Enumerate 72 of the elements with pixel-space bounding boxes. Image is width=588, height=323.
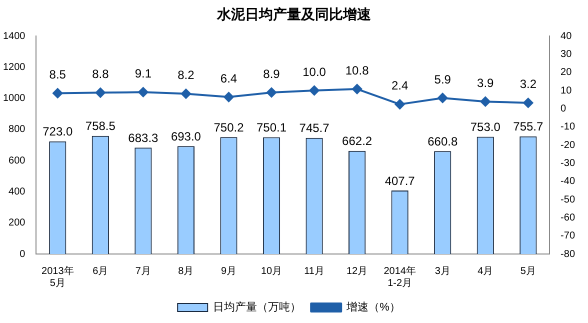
y2-tick-label: -30 [560, 158, 576, 169]
legend-label: 日均产量（万吨） [213, 300, 302, 314]
data-label: 3.2 [520, 77, 537, 92]
y-tick-label: 400 [8, 186, 26, 198]
chart-title: 水泥日均产量及同比增速 [216, 6, 372, 25]
point [523, 98, 534, 108]
data-label: 5.9 [434, 72, 452, 86]
x-tick-label: 2013年 5月 [42, 264, 74, 289]
x-tick-label: 8月 [178, 266, 194, 277]
data-label: 755.7 [513, 120, 544, 134]
x-tick-label: 9月 [220, 266, 237, 277]
data-label: 8.9 [263, 66, 280, 81]
point [224, 92, 234, 102]
data-label: 753.0 [470, 120, 501, 134]
point [266, 88, 277, 98]
data-label: 693.0 [170, 129, 202, 144]
point [480, 96, 490, 107]
y-tick-label: 1400 [2, 30, 26, 42]
y2-tick-label: -20 [560, 140, 576, 151]
y-tick-label: 0 [20, 248, 26, 260]
x-tick-label: 10月 [260, 266, 282, 277]
point [438, 92, 448, 103]
y2-tick-label: -80 [560, 248, 576, 260]
x-tick-label: 6月 [92, 266, 108, 277]
point [394, 99, 405, 110]
data-label: 750.1 [256, 120, 287, 135]
x-tick-label: 4月 [478, 266, 494, 277]
legend-label: 增速（%） [346, 300, 400, 314]
data-label: 8.2 [178, 68, 195, 82]
data-label: 2.4 [391, 78, 408, 93]
y-tick-label: 1000 [2, 93, 26, 104]
point [138, 87, 148, 98]
y-tick-label: 600 [8, 155, 26, 166]
y2-tick-label: 10 [560, 85, 572, 96]
y2-tick-label: -10 [560, 122, 576, 133]
x-tick-label: 11月 [304, 266, 324, 277]
data-label: 8.8 [92, 66, 110, 81]
x-tick-label: 2014年 1-2月 [384, 264, 416, 289]
data-label: 9.1 [134, 66, 152, 80]
data-label: 745.7 [299, 121, 330, 136]
data-label: 723.0 [42, 124, 73, 139]
data-label: 8.5 [49, 68, 66, 82]
point [180, 88, 191, 99]
y-tick-label: 200 [8, 218, 26, 229]
point [309, 86, 320, 96]
y-tick-label: 800 [8, 124, 26, 136]
y2-tick-label: -50 [560, 194, 576, 206]
y2-tick-label: 40 [560, 30, 572, 42]
data-label: 3.9 [477, 76, 494, 90]
data-label: 683.3 [128, 130, 159, 145]
y2-tick-label: 0 [560, 103, 567, 114]
y2-tick-label: -70 [560, 230, 576, 242]
x-tick-label: 5月 [520, 266, 536, 277]
data-label: 662.2 [342, 134, 372, 148]
data-label: 10.0 [302, 64, 326, 79]
point [52, 88, 63, 98]
y2-tick-label: -40 [560, 176, 576, 188]
x-tick-label: 12月 [346, 266, 368, 277]
y2-tick-label: -60 [560, 212, 576, 224]
data-label: 660.8 [428, 134, 458, 148]
y-tick-label: 1200 [2, 62, 26, 73]
x-tick-label: 7月 [135, 266, 151, 277]
data-label: 6.4 [220, 71, 238, 86]
y2-tick-label: 30 [560, 48, 572, 60]
data-label: 10.8 [345, 63, 370, 78]
data-label: 750.2 [214, 120, 244, 134]
data-label: 758.5 [85, 119, 116, 134]
data-label: 407.7 [384, 174, 416, 188]
x-tick-label: 3月 [434, 266, 450, 277]
point [95, 88, 106, 98]
point [352, 84, 362, 94]
y2-tick-label: 20 [560, 67, 572, 78]
